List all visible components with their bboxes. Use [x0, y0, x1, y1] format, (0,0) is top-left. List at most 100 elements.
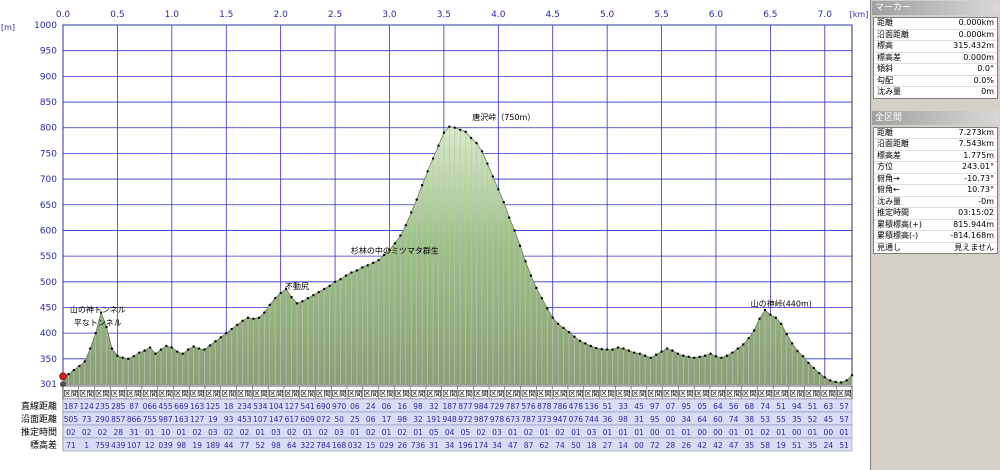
segment-cell: 744	[584, 415, 599, 424]
segment-cell: 03	[587, 428, 597, 437]
segment-cell: 136	[584, 402, 599, 411]
segment-cell: 02	[66, 428, 76, 437]
segment-cell: 978	[490, 415, 505, 424]
segment-cell: 52	[808, 415, 818, 424]
info-value: -814.168m	[950, 231, 994, 240]
segment-col-label: 区間	[190, 389, 205, 398]
info-row: 見通し 見えません	[874, 243, 997, 254]
elevation-point	[551, 316, 554, 319]
segment-cell: 02	[555, 428, 565, 437]
segment-cell: 77	[240, 441, 250, 450]
segment-col-label: 区間	[269, 389, 284, 398]
segment-cell: 93	[224, 415, 234, 424]
info-label: 方位	[877, 162, 893, 171]
segment-cell: 541	[300, 402, 315, 411]
segment-cell: 947	[553, 415, 568, 424]
section-info-table: 距離 7.273km 沿面距離 7.543km 標高差 1.775m 方位 243.01° 俯角…	[873, 126, 998, 254]
segment-cell: 58	[760, 441, 770, 450]
chart-annotation: 不動尻	[285, 282, 309, 291]
elevation-point	[834, 380, 837, 384]
segment-cell: 039	[158, 441, 173, 450]
elevation-point	[186, 348, 190, 351]
elevation-point	[736, 347, 739, 350]
elevation-point	[502, 200, 505, 204]
elevation-point	[83, 360, 86, 363]
segment-cell: 19	[776, 441, 786, 450]
elevation-point	[459, 128, 462, 131]
y-tick-label: 500	[40, 278, 57, 288]
info-label: 累積標高(-)	[877, 231, 919, 240]
elevation-point	[801, 355, 805, 358]
segment-cell: 072	[316, 415, 331, 424]
info-value: -0m	[978, 196, 994, 206]
y-tick-label: 400	[40, 329, 57, 339]
x-tick-label: 0.0	[56, 10, 71, 20]
segment-cell: 755	[143, 415, 158, 424]
y-tick-label: 950	[40, 47, 57, 57]
segment-col-label: 区間	[647, 389, 662, 398]
info-value: 0.000km	[958, 29, 994, 39]
elevation-point	[214, 340, 217, 343]
elevation-point	[850, 374, 854, 377]
elevation-profile-chart[interactable]: 0.0 0.5 1.0 1.5 2.0 2.5 3.0 3.5 4.0 4.5 5.0 5.5 6.0 6…	[0, 0, 870, 470]
segment-cell: 03	[492, 428, 502, 437]
segment-col-label: 区間	[758, 389, 773, 398]
segment-col-label: 区間	[111, 389, 126, 398]
segment-cell: 01	[350, 428, 360, 437]
elevation-point	[219, 336, 222, 339]
segment-cell: 163	[174, 415, 189, 424]
segment-cell: 57	[839, 402, 849, 411]
segment-col-label: 区間	[237, 389, 252, 398]
info-row: 累積標高(-) -814.168m	[874, 231, 997, 243]
segment-col-label: 区間	[158, 389, 173, 398]
elevation-point	[687, 355, 690, 358]
segment-cell: 174	[474, 441, 489, 450]
elevation-point	[312, 293, 315, 297]
elevation-point	[665, 347, 669, 350]
segment-cell: 786	[553, 402, 568, 411]
segment-cell: 34	[492, 441, 502, 450]
segment-cell: 970	[332, 402, 347, 411]
elevation-point	[725, 354, 729, 357]
segment-col-label: 区間	[600, 389, 615, 398]
elevation-point	[780, 322, 783, 326]
segment-cell: 948	[442, 415, 457, 424]
x-tick-label: 2.5	[328, 10, 342, 20]
segment-cell: 00	[634, 441, 644, 450]
elevation-point	[235, 323, 239, 327]
segment-col-label: 区間	[789, 389, 804, 398]
segment-col-label: 区間	[663, 389, 678, 398]
elevation-point	[72, 368, 76, 372]
elevation-point	[339, 278, 342, 281]
segment-col-label: 区間	[474, 389, 489, 398]
elevation-profile-svg[interactable]: 0.0 0.5 1.0 1.5 2.0 2.5 3.0 3.5 4.0 4.5 5.0 5.5 6.0 6…	[0, 0, 870, 470]
segment-cell: 07	[666, 402, 676, 411]
elevation-point	[274, 297, 277, 300]
elevation-point	[845, 379, 848, 382]
x-unit-label: [km]	[850, 10, 869, 19]
segment-cell: 26	[682, 441, 692, 450]
x-tick-label: 3.5	[437, 10, 451, 20]
elevation-point	[121, 356, 125, 360]
segment-cell: 27	[603, 441, 613, 450]
elevation-point	[148, 346, 152, 349]
segment-cell: 01	[634, 428, 644, 437]
y-tick-label: 700	[40, 175, 57, 185]
segment-cell: 98	[177, 441, 187, 450]
elevation-point	[355, 269, 359, 272]
segment-cell: 14	[618, 441, 628, 450]
segment-col-label: 区間	[695, 389, 710, 398]
elevation-point	[328, 284, 331, 288]
elevation-point	[714, 355, 718, 358]
segment-cell: 107	[253, 415, 268, 424]
segment-col-label: 区間	[631, 389, 646, 398]
elevation-point	[89, 347, 92, 350]
segment-cell: 74	[760, 402, 770, 411]
info-label: 標高差	[877, 52, 901, 62]
elevation-point	[420, 184, 424, 187]
segment-col-label: 区間	[442, 389, 457, 398]
segment-cell: 066	[143, 402, 158, 411]
segment-cell: 31	[429, 441, 439, 450]
elevation-point	[812, 366, 816, 370]
elevation-point	[497, 188, 500, 191]
